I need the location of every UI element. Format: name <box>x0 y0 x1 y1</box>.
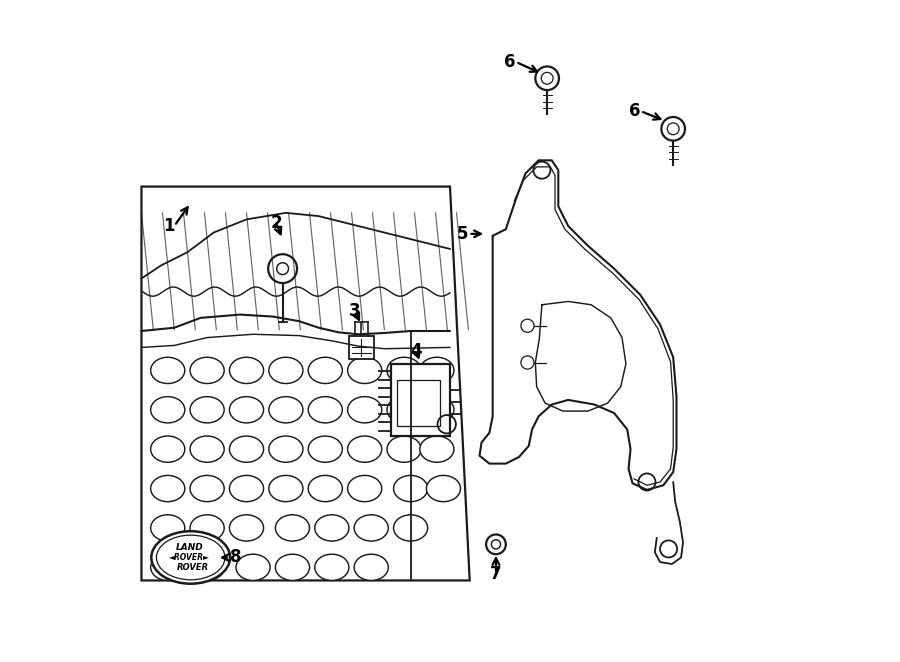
Ellipse shape <box>150 515 184 541</box>
Text: ◄ROVER►: ◄ROVER► <box>169 553 210 562</box>
Ellipse shape <box>190 515 224 541</box>
Ellipse shape <box>308 475 342 502</box>
Text: ROVER: ROVER <box>176 563 209 572</box>
Ellipse shape <box>230 397 264 423</box>
Ellipse shape <box>275 554 310 581</box>
Ellipse shape <box>355 554 388 581</box>
Ellipse shape <box>150 554 184 581</box>
Ellipse shape <box>427 475 461 502</box>
Ellipse shape <box>230 357 264 383</box>
Text: 7: 7 <box>491 565 502 583</box>
Ellipse shape <box>315 554 349 581</box>
Ellipse shape <box>308 357 342 383</box>
Text: 6: 6 <box>629 102 641 120</box>
Ellipse shape <box>308 436 342 462</box>
Ellipse shape <box>190 554 224 581</box>
FancyBboxPatch shape <box>391 364 450 436</box>
Ellipse shape <box>387 397 421 423</box>
Ellipse shape <box>190 397 224 423</box>
Ellipse shape <box>190 475 224 502</box>
Text: 1: 1 <box>163 217 175 235</box>
FancyBboxPatch shape <box>349 336 373 359</box>
Ellipse shape <box>151 531 230 584</box>
Ellipse shape <box>150 436 184 462</box>
Ellipse shape <box>387 436 421 462</box>
Ellipse shape <box>275 515 310 541</box>
Text: 2: 2 <box>270 214 282 232</box>
Ellipse shape <box>230 475 264 502</box>
Ellipse shape <box>347 357 382 383</box>
Text: 4: 4 <box>410 342 422 359</box>
Ellipse shape <box>150 475 184 502</box>
Ellipse shape <box>190 357 224 383</box>
Ellipse shape <box>308 397 342 423</box>
Ellipse shape <box>269 436 303 462</box>
Ellipse shape <box>269 357 303 383</box>
Ellipse shape <box>347 436 382 462</box>
Ellipse shape <box>150 397 184 423</box>
Text: 8: 8 <box>230 549 241 567</box>
Ellipse shape <box>315 515 349 541</box>
Ellipse shape <box>387 357 421 383</box>
Ellipse shape <box>347 475 382 502</box>
Ellipse shape <box>347 397 382 423</box>
Ellipse shape <box>190 436 224 462</box>
Ellipse shape <box>419 436 454 462</box>
Ellipse shape <box>150 357 184 383</box>
Ellipse shape <box>230 436 264 462</box>
Ellipse shape <box>269 397 303 423</box>
Text: 6: 6 <box>504 53 516 71</box>
Ellipse shape <box>157 535 225 580</box>
FancyBboxPatch shape <box>398 380 440 426</box>
Ellipse shape <box>393 475 428 502</box>
Ellipse shape <box>236 554 270 581</box>
Text: 5: 5 <box>457 225 468 243</box>
Text: LAND: LAND <box>176 543 203 552</box>
Polygon shape <box>141 187 470 581</box>
Text: 3: 3 <box>349 303 361 320</box>
Ellipse shape <box>355 515 388 541</box>
Ellipse shape <box>419 357 454 383</box>
Ellipse shape <box>419 397 454 423</box>
Ellipse shape <box>230 515 264 541</box>
Ellipse shape <box>393 515 428 541</box>
Ellipse shape <box>269 475 303 502</box>
